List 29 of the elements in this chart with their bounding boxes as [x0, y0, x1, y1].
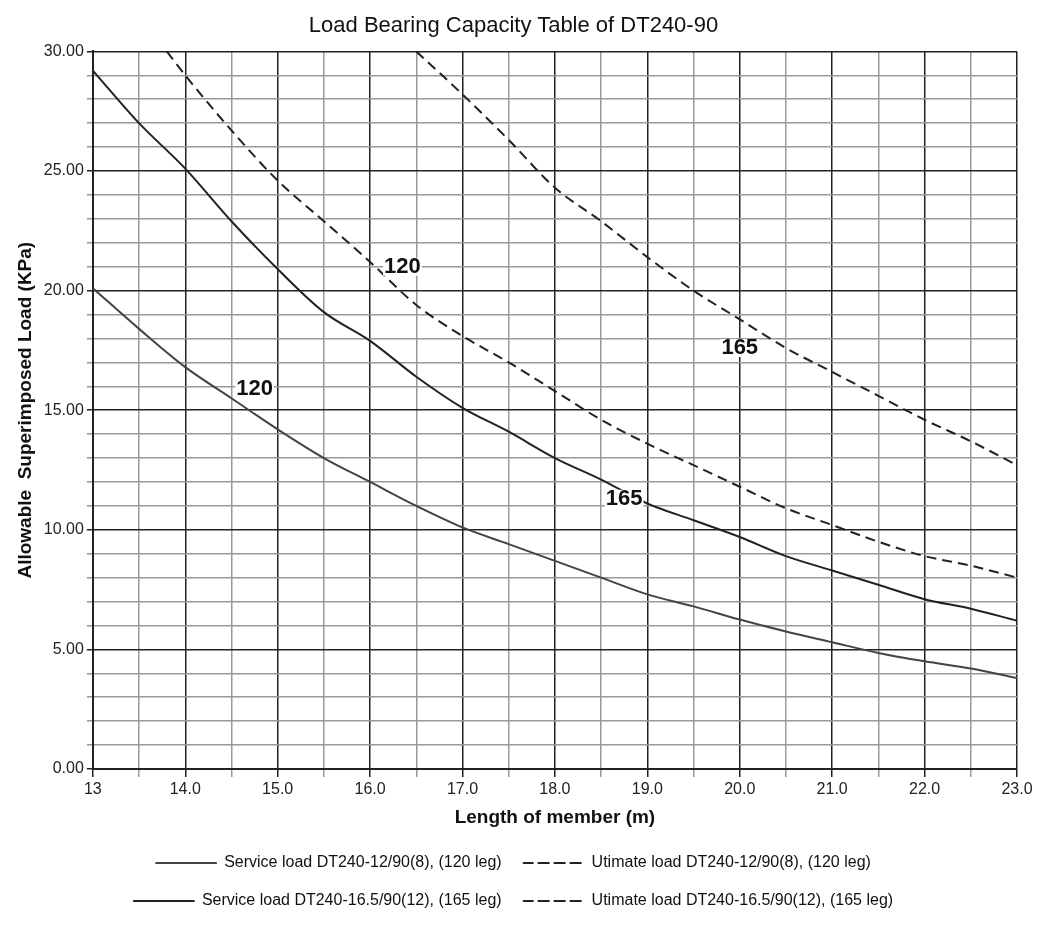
- legend-label: Service load DT240-12/90(8), (120 leg): [224, 853, 502, 871]
- annotation: 165: [721, 334, 759, 360]
- x-tick-label: 17.0: [446, 780, 479, 798]
- x-tick-label: 23.0: [1001, 780, 1033, 798]
- y-tick-label: 25.00: [43, 161, 84, 179]
- chart-title: Load Bearing Capacity Table of DT240-90: [308, 12, 719, 38]
- legend-label: Utimate load DT240-12/90(8), (120 leg): [591, 853, 871, 871]
- y-tick-label: 10.00: [43, 520, 84, 538]
- legend-label: Utimate load DT240-16.5/90(12), (165 leg): [591, 891, 894, 909]
- legend-label: Service load DT240-16.5/90(12), (165 leg): [201, 891, 502, 909]
- x-tick-label: 16.0: [354, 780, 386, 798]
- x-tick-label: 18.0: [539, 780, 571, 798]
- annotation: 165: [605, 484, 643, 510]
- y-axis-title: Allowable Superimposed Load (KPa): [13, 241, 35, 579]
- x-tick-label: 15.0: [262, 780, 294, 798]
- x-axis-title: Length of member (m): [454, 805, 656, 827]
- x-tick-label: 21.0: [816, 780, 848, 798]
- x-tick-label: 14.0: [169, 780, 201, 798]
- x-tick-label: 22.0: [909, 780, 941, 798]
- y-tick-label: 15.00: [43, 400, 84, 418]
- annotation: 120: [384, 252, 421, 278]
- annotation: 120: [236, 374, 273, 400]
- x-tick-label: 19.0: [631, 780, 664, 798]
- y-tick-label: 30.00: [43, 41, 84, 59]
- x-tick-label: 20.0: [724, 780, 756, 798]
- y-tick-label: 20.00: [43, 281, 84, 299]
- x-tick-label: 13: [83, 780, 102, 798]
- y-tick-label: 5.00: [52, 639, 84, 657]
- y-tick-label: 0.00: [52, 759, 84, 777]
